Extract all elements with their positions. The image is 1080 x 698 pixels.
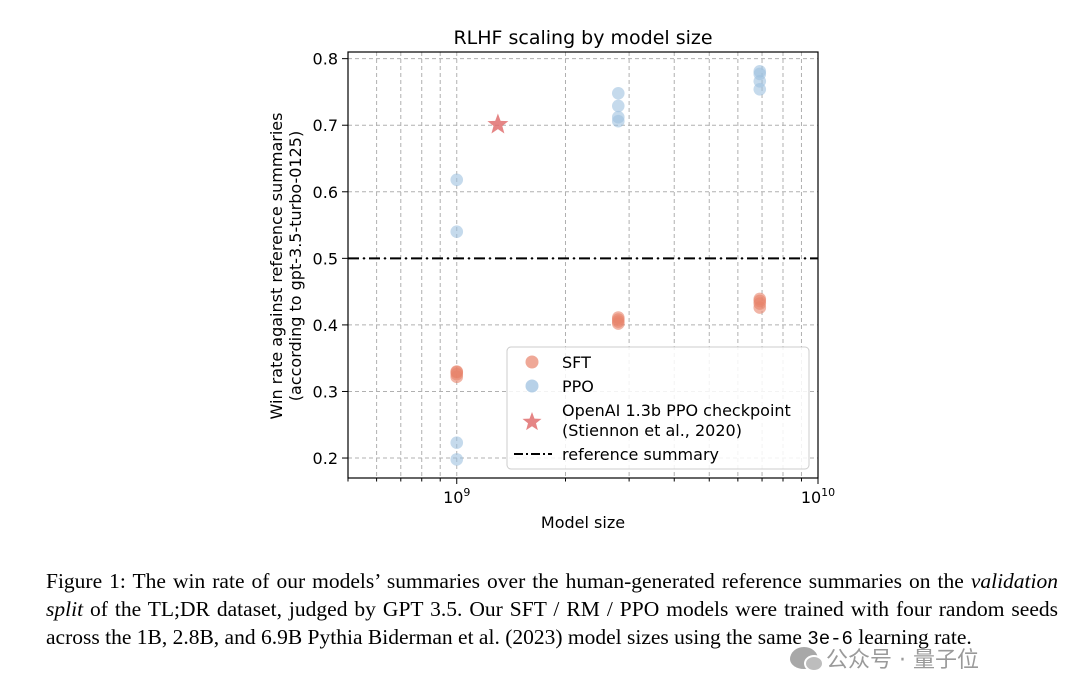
- caption-learning-rate: 3e-6: [807, 628, 853, 650]
- y-tick-label: 0.5: [313, 249, 338, 268]
- axis-ticks: 0.2 0.3 0.4 0.5 0.6 0.7 0.8 109 1010: [313, 50, 836, 507]
- watermark-text: 公众号 · 量子位: [826, 648, 979, 673]
- point-ppo: [611, 110, 625, 124]
- y-tick-label: 0.8: [313, 50, 338, 69]
- legend-label-openai: OpenAI 1.3b PPO checkpoint (Stiennon et …: [562, 401, 796, 440]
- legend-label-ppo: PPO: [562, 377, 594, 396]
- scatter-chart: 0.2 0.3 0.4 0.5 0.6 0.7 0.8 109 1010 RLHF scalin…: [267, 27, 836, 532]
- point-ppo: [611, 86, 625, 100]
- legend: SFT PPO OpenAI 1.3b PPO checkpoint (Stie…: [506, 346, 810, 470]
- legend-label-sft: SFT: [562, 353, 591, 372]
- watermark: 公众号 · 量子位: [790, 640, 979, 676]
- x-tick-label: 1010: [801, 486, 835, 507]
- data-points: [450, 65, 767, 466]
- legend-box: [506, 346, 810, 470]
- y-axis-label: Win rate against reference summaries (ac…: [267, 113, 305, 420]
- caption-emphasis: validation split: [46, 569, 1058, 621]
- legend-marker-ppo: [525, 379, 539, 393]
- y-tick-label: 0.6: [313, 183, 338, 202]
- y-tick-label: 0.7: [313, 116, 338, 135]
- point-sft: [450, 365, 464, 378]
- legend-marker-sft: [525, 355, 539, 369]
- point-openai-checkpoint: [487, 113, 509, 134]
- caption-text-2: of the TL;DR dataset, judged by GPT 3.5.…: [46, 597, 1058, 649]
- legend-label-openai-line-2: (Stiennon et al., 2020): [562, 421, 742, 440]
- point-ppo: [450, 453, 464, 466]
- caption-text-1: The win rate of our models’ summaries ov…: [132, 569, 971, 593]
- figure-caption: Figure 1: The win rate of our models’ su…: [46, 567, 1058, 653]
- point-ppo: [450, 436, 464, 450]
- point-sft: [753, 292, 767, 306]
- plot-frame: [347, 51, 819, 479]
- chart-title: RLHF scaling by model size: [453, 27, 712, 49]
- y-axis-label-line-2: (according to gpt-3.5-turbo-0125): [286, 131, 305, 401]
- point-ppo: [450, 173, 464, 187]
- caption-label: Figure 1:: [46, 569, 133, 593]
- caption-text-3: learning rate.: [852, 625, 972, 649]
- point-ppo: [753, 65, 767, 78]
- y-tick-label: 0.4: [313, 316, 338, 335]
- wechat-icon: [790, 647, 824, 672]
- point-ppo: [450, 225, 464, 239]
- point-sft: [611, 311, 625, 324]
- x-axis-label: Model size: [541, 513, 625, 532]
- y-tick-label: 0.3: [313, 382, 338, 401]
- legend-label-openai-line-1: OpenAI 1.3b PPO checkpoint: [562, 401, 791, 420]
- point-ppo: [611, 99, 625, 113]
- legend-marker-openai-star: [522, 412, 542, 431]
- legend-label-reference: reference summary: [562, 445, 719, 464]
- y-tick-label: 0.2: [313, 449, 338, 468]
- x-tick-label: 109: [443, 486, 470, 507]
- y-axis-label-line-1: Win rate against reference summaries: [267, 113, 286, 420]
